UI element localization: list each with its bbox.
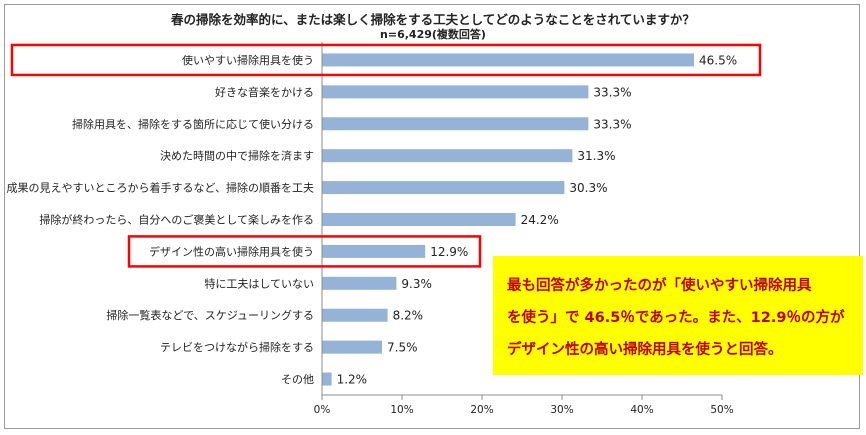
value-label-3: 31.3% [577,149,615,163]
value-label-9: 7.5% [387,341,418,355]
category-label-8: 掃除一覧表などで、スケジューリングする [106,308,314,322]
value-labels: 46.5% 33.3% 33.3% 31.3% 30.3% 24.2% 12.9% 9.3% 8… [337,53,738,386]
highlight-boxes [10,43,762,268]
category-label-4: 成果の見えやすいところから着手するなど、掃除の順番を工夫 [7,181,314,195]
bar-10 [322,372,332,386]
x-tick-label-2: 20% [470,404,493,416]
x-tick-label-3: 30% [550,404,573,416]
value-label-6: 12.9% [430,245,468,259]
value-label-10: 1.2% [337,373,368,387]
value-label-1: 33.3% [593,85,631,99]
value-label-5: 24.2% [521,213,559,227]
highlight-box-6 [127,235,482,268]
value-label-4: 30.3% [569,181,607,195]
bar-2 [322,117,589,131]
category-label-9: テレビをつけながら掃除をする [160,340,314,354]
bar-7 [322,276,397,290]
value-label-8: 8.2% [393,309,424,323]
chart-frame [4,4,860,429]
category-label-0: 使いやすい掃除用具を使う [182,53,314,67]
chart-subtitle: n=6,429(複数回答) [380,28,486,41]
callout-line-1: 最も回答が多かったのが「使いやすい掃除用具 [507,278,812,294]
callout-line-3: デザイン性の高い掃除用具を使うと回答。 [507,342,783,358]
category-label-10: その他 [281,373,314,386]
category-labels: 使いやすい掃除用具を使う好きな音楽をかける掃除用具を、掃除をする箇所に応じて使い… [7,53,314,386]
bar-1 [322,85,589,99]
category-label-3: 決めた時間の中で掃除を済ます [160,149,314,163]
value-label-2: 33.3% [593,117,631,131]
x-tick-label-4: 40% [630,404,653,416]
category-label-7: 特に工夫はしていない [204,276,314,290]
bar-8 [322,308,388,322]
category-label-1: 好きな音楽をかける [215,85,314,99]
x-tick-label-0: 0% [314,404,331,416]
bar-6 [322,244,426,258]
bar-0 [322,53,694,67]
bar-9 [322,340,382,354]
callout-box: 最も回答が多かったのが「使いやすい掃除用具 を使う」で 46.5％であった。また… [493,256,863,375]
category-label-2: 掃除用具を、掃除をする箇所に応じて使い分ける [72,117,314,131]
chart-title: 春の掃除を効率的に、または楽しく掃除をする工夫としてどのようなことをされています… [171,12,695,27]
x-axis: 0% 10% 20% 30% 40% 50% [314,42,734,416]
bar-5 [322,213,516,226]
x-tick-label-1: 10% [390,404,413,416]
category-label-5: 掃除が終わったら、自分へのご褒美として楽しみを作る [39,213,314,227]
value-label-7: 9.3% [401,277,432,291]
callout-line-2: を使う」で 46.5％であった。また、12.9％の方が [507,310,845,326]
category-label-6: デザイン性の高い掃除用具を使う [149,244,314,258]
bars-group [322,53,694,386]
value-label-0: 46.5% [699,53,737,67]
highlight-box-0 [10,43,762,77]
x-tick-label-5: 50% [710,404,733,416]
bar-3 [322,149,573,163]
bar-4 [322,181,565,195]
